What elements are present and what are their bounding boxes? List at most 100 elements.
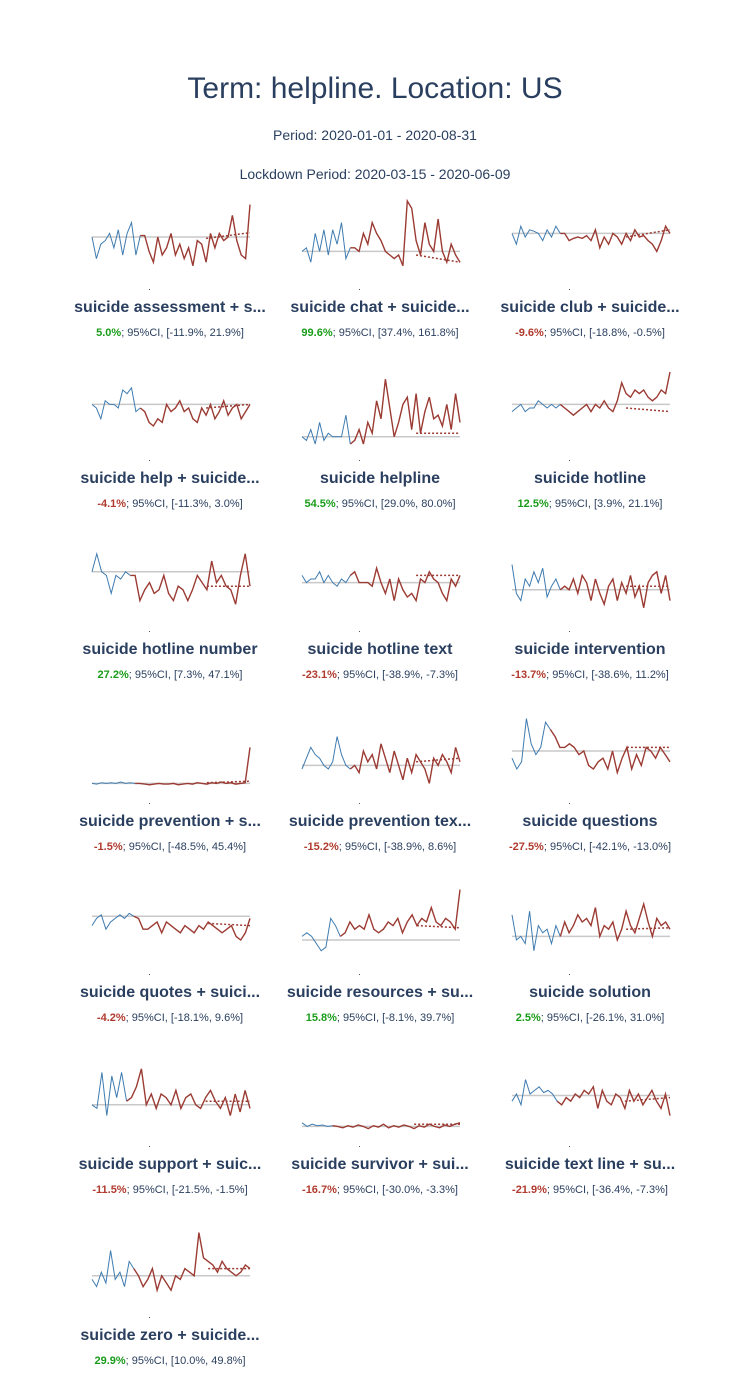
percent-change: 29.9% xyxy=(94,1355,126,1367)
chart-panel: suicide prevention tex... -15.2%; 95%CI, … xyxy=(275,709,485,879)
chart-title: suicide prevention tex... xyxy=(288,813,472,830)
chart-panel: suicide helpline 54.5%; 95%CI, [29.0%, 80… xyxy=(275,366,485,536)
confidence-interval: ; 95%CI, [-18.8%, -0.5%] xyxy=(543,327,665,339)
x-tick xyxy=(149,631,150,632)
sparkline-chart xyxy=(301,736,461,804)
pre-lockdown-series xyxy=(91,1072,128,1116)
confidence-interval: ; 95%CI, [-38.9%, 8.6%] xyxy=(338,841,457,853)
sparkline-chart xyxy=(511,718,671,804)
trend-line xyxy=(624,1096,671,1102)
confidence-interval: ; 95%CI, [-30.0%, -3.3%] xyxy=(336,1184,458,1196)
chart-title: suicide prevention + s... xyxy=(79,813,261,830)
chart-panel: suicide support + suic... -11.5%; 95%CI, … xyxy=(65,1052,275,1222)
chart-title: suicide zero + suicide... xyxy=(80,1327,260,1344)
chart-panel: suicide questions -27.5%; 95%CI, [-42.1%,… xyxy=(485,709,695,879)
post-lockdown-series xyxy=(139,398,251,428)
confidence-interval: ; 95%CI, [7.3%, 47.1%] xyxy=(128,669,243,681)
sparkline-chart xyxy=(511,371,671,461)
chart-title: suicide chat + suicide... xyxy=(290,299,470,316)
pre-lockdown-series xyxy=(91,386,141,421)
pre-lockdown-series xyxy=(511,911,561,951)
x-tick xyxy=(359,803,360,804)
x-tick xyxy=(359,289,360,290)
post-lockdown-series xyxy=(350,198,461,267)
chart-title: suicide club + suicide... xyxy=(500,299,680,316)
percent-change: 27.2% xyxy=(97,669,129,681)
confidence-interval: ; 95%CI, [-18.1%, 9.6%] xyxy=(125,1012,244,1024)
sparkline-chart xyxy=(511,1079,671,1147)
percent-change: -21.9% xyxy=(512,1184,547,1196)
percent-change: 2.5% xyxy=(515,1012,541,1024)
chart-panel: suicide survivor + sui... -16.7%; 95%CI, … xyxy=(275,1052,485,1222)
chart-stat: 5.0%; 95%CI, [-11.9%, 21.9%] xyxy=(65,327,275,339)
x-tick xyxy=(149,460,150,461)
pre-lockdown-series xyxy=(91,551,131,596)
confidence-interval: ; 95%CI, [3.9%, 21.1%] xyxy=(548,498,663,510)
pre-lockdown-series xyxy=(91,781,136,785)
confidence-interval: ; 95%CI, [-8.1%, 39.7%] xyxy=(336,1012,455,1024)
sparkline-chart xyxy=(511,224,671,290)
chart-title: suicide assessment + s... xyxy=(74,299,266,316)
confidence-interval: ; 95%CI, [-11.3%, 3.0%] xyxy=(126,498,243,510)
chart-stat: -15.2%; 95%CI, [-38.9%, 8.6%] xyxy=(275,841,485,853)
confidence-interval: ; 95%CI, [-36.4%, -7.3%] xyxy=(546,1184,668,1196)
chart-panel: suicide hotline text -23.1%; 95%CI, [-38.… xyxy=(275,537,485,707)
chart-title: suicide solution xyxy=(529,984,651,1001)
sparkline-chart xyxy=(511,564,671,632)
sparkline-chart xyxy=(301,1122,461,1147)
pre-lockdown-series xyxy=(301,917,341,952)
confidence-interval: ; 95%CI, [-38.6%, 11.2%] xyxy=(546,669,669,681)
pre-lockdown-series xyxy=(511,718,551,771)
x-tick xyxy=(569,289,570,290)
sparkline-chart xyxy=(301,198,461,290)
x-tick xyxy=(149,1146,150,1147)
x-tick xyxy=(569,1146,570,1147)
trend-line xyxy=(206,403,251,409)
chart-title: suicide text line + su... xyxy=(504,1156,676,1173)
chart-panel: suicide assessment + s... 5.0%; 95%CI, [-… xyxy=(65,195,275,365)
x-tick xyxy=(149,974,150,975)
pre-lockdown-series xyxy=(511,564,561,602)
percent-change: -13.7% xyxy=(511,669,547,681)
percent-change: -16.7% xyxy=(302,1184,337,1196)
sparkline-chart xyxy=(301,889,461,975)
trend-line xyxy=(626,927,671,930)
percent-change: -4.1% xyxy=(97,498,127,510)
chart-title: suicide questions xyxy=(522,813,658,830)
confidence-interval: ; 95%CI, [-11.9%, 21.9%] xyxy=(121,327,244,339)
percent-change: -27.5% xyxy=(508,841,544,853)
chart-title: suicide help + suicide... xyxy=(80,470,260,487)
chart-title: suicide hotline text xyxy=(307,641,453,658)
chart-stat: -16.7%; 95%CI, [-30.0%, -3.3%] xyxy=(275,1184,485,1196)
chart-title: suicide survivor + sui... xyxy=(291,1156,469,1173)
chart-panel: suicide hotline number 27.2%; 95%CI, [7.3… xyxy=(65,537,275,707)
sparkline-chart xyxy=(91,386,251,461)
pre-lockdown-series xyxy=(91,912,135,931)
chart-stat: 15.8%; 95%CI, [-8.1%, 39.7%] xyxy=(275,1012,485,1024)
x-tick xyxy=(149,289,150,290)
post-lockdown-series xyxy=(559,371,671,417)
chart-title: suicide intervention xyxy=(514,641,666,658)
chart-title: suicide quotes + suici... xyxy=(79,984,261,1001)
post-lockdown-series xyxy=(349,743,461,784)
percent-change: -11.5% xyxy=(92,1184,127,1196)
trend-line xyxy=(206,231,251,240)
chart-stat: 54.5%; 95%CI, [29.0%, 80.0%] xyxy=(275,498,485,510)
post-lockdown-series xyxy=(133,915,251,942)
post-lockdown-series xyxy=(549,729,671,776)
chart-stat: -4.2%; 95%CI, [-18.1%, 9.6%] xyxy=(65,1012,275,1024)
sparkline-chart xyxy=(511,901,671,975)
sparkline-chart xyxy=(91,551,251,632)
pre-lockdown-series xyxy=(301,222,351,263)
confidence-interval: ; 95%CI, [-48.5%, 45.4%] xyxy=(122,841,247,853)
chart-panel: suicide prevention + s... -1.5%; 95%CI, [… xyxy=(65,709,275,879)
confidence-interval: ; 95%CI, [-21.5%, -1.5%] xyxy=(126,1184,248,1196)
percent-change: 99.6% xyxy=(301,327,333,339)
chart-panel: suicide resources + su... 15.8%; 95%CI, [… xyxy=(275,880,485,1050)
chart-title: suicide helpline xyxy=(319,470,441,487)
chart-panel: suicide club + suicide... -9.6%; 95%CI, [… xyxy=(485,195,695,365)
chart-title: suicide hotline number xyxy=(82,641,258,658)
post-lockdown-series xyxy=(332,1122,461,1130)
percent-change: -9.6% xyxy=(515,327,544,339)
sparkline-chart xyxy=(91,1232,251,1318)
